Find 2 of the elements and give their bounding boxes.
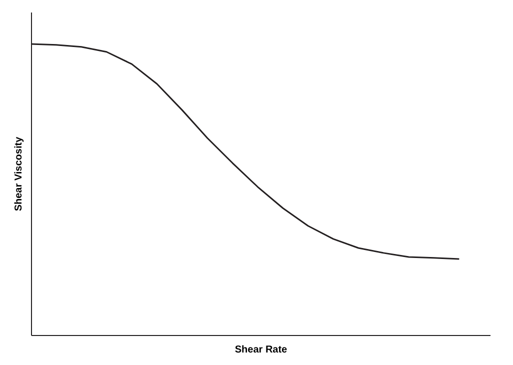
y-axis-title: Shear Viscosity <box>14 136 24 212</box>
x-axis-title: Shear Rate <box>234 344 288 356</box>
